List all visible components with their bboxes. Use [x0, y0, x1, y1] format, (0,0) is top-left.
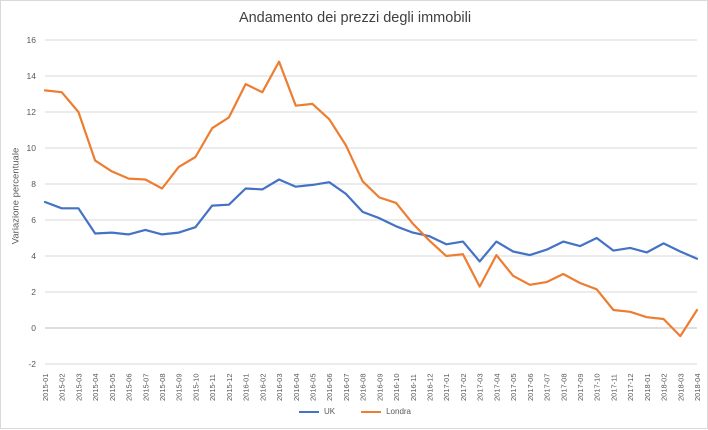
- series-line-londra: [43, 60, 699, 338]
- x-tick-label: 2015-02: [58, 373, 67, 401]
- x-tick-label: 2015-01: [41, 373, 50, 401]
- chart-title: Andamento dei prezzi degli immobili: [238, 10, 472, 26]
- y-tick-label: 16: [27, 35, 37, 45]
- y-tick-label: -2: [28, 359, 36, 369]
- x-tick-label: 2017-09: [576, 373, 585, 401]
- y-tick-label: 12: [27, 107, 37, 117]
- x-tick-label: 2015-04: [91, 373, 100, 401]
- x-tick-label: 2015-09: [175, 373, 184, 401]
- legend-label-uk: UK: [323, 407, 336, 416]
- x-tick-label: 2018-04: [693, 373, 702, 401]
- legend-label-londra: Londra: [386, 407, 412, 416]
- x-tick-label: 2016-05: [308, 373, 317, 401]
- x-tick-label: 2015-10: [191, 373, 200, 401]
- x-tick-label: 2016-11: [409, 374, 418, 401]
- x-tick-label: 2016-02: [258, 373, 267, 401]
- legend-swatch-londra: [361, 410, 382, 413]
- legend: UK Londra: [1, 407, 708, 416]
- x-tick-label: 2015-03: [74, 373, 83, 401]
- x-tick-label: 2015-07: [141, 373, 150, 401]
- y-tick-label: 10: [27, 143, 37, 153]
- y-tick-label: 14: [27, 71, 37, 81]
- x-tick-label: 2016-12: [426, 373, 435, 401]
- y-tick-label: 4: [31, 251, 36, 261]
- x-tick-label: 2018-02: [660, 373, 669, 401]
- legend-item-uk: UK: [298, 407, 336, 416]
- x-tick-label: 2016-07: [342, 373, 351, 401]
- x-tick-label: 2017-06: [526, 373, 535, 401]
- x-tick-label: 2017-08: [559, 373, 568, 401]
- y-tick-label: 2: [31, 287, 36, 297]
- x-tick-label: 2015-05: [108, 373, 117, 401]
- x-tick-label: 2016-09: [375, 373, 384, 401]
- x-tick-label: 2017-04: [492, 373, 501, 401]
- x-tick-label: 2015-12: [225, 373, 234, 401]
- x-tick-label: 2017-07: [543, 373, 552, 401]
- x-tick-label: 2016-06: [325, 373, 334, 401]
- x-tick-label: 2018-03: [676, 373, 685, 401]
- x-tick-label: 2016-01: [242, 373, 251, 401]
- x-tick-label: 2015-11: [208, 374, 217, 401]
- x-tick-label: 2017-12: [626, 373, 635, 401]
- x-tick-label: 2015-06: [125, 373, 134, 401]
- series-line-uk: [43, 178, 699, 263]
- x-tick-label: 2017-10: [593, 373, 602, 401]
- y-tick-label: 8: [31, 179, 36, 189]
- legend-item-londra: Londra: [361, 407, 411, 416]
- x-tick-label: 2015-08: [158, 373, 167, 401]
- x-tick-label: 2017-05: [509, 373, 518, 401]
- x-tick-label: 2017-02: [459, 373, 468, 401]
- x-tick-label: 2017-01: [442, 373, 451, 401]
- x-tick-label: 2016-08: [359, 373, 368, 401]
- x-tick-label: 2017-11: [609, 374, 618, 401]
- y-tick-label: 0: [31, 323, 36, 333]
- y-tick-label: 6: [31, 215, 36, 225]
- x-tick-label: 2017-03: [476, 373, 485, 401]
- x-tick-label: 2016-03: [275, 373, 284, 401]
- x-tick-label: 2016-04: [292, 373, 301, 401]
- x-tick-label: 2018-01: [643, 373, 652, 401]
- legend-swatch-uk: [298, 410, 319, 413]
- x-tick-label: 2016-10: [392, 373, 401, 401]
